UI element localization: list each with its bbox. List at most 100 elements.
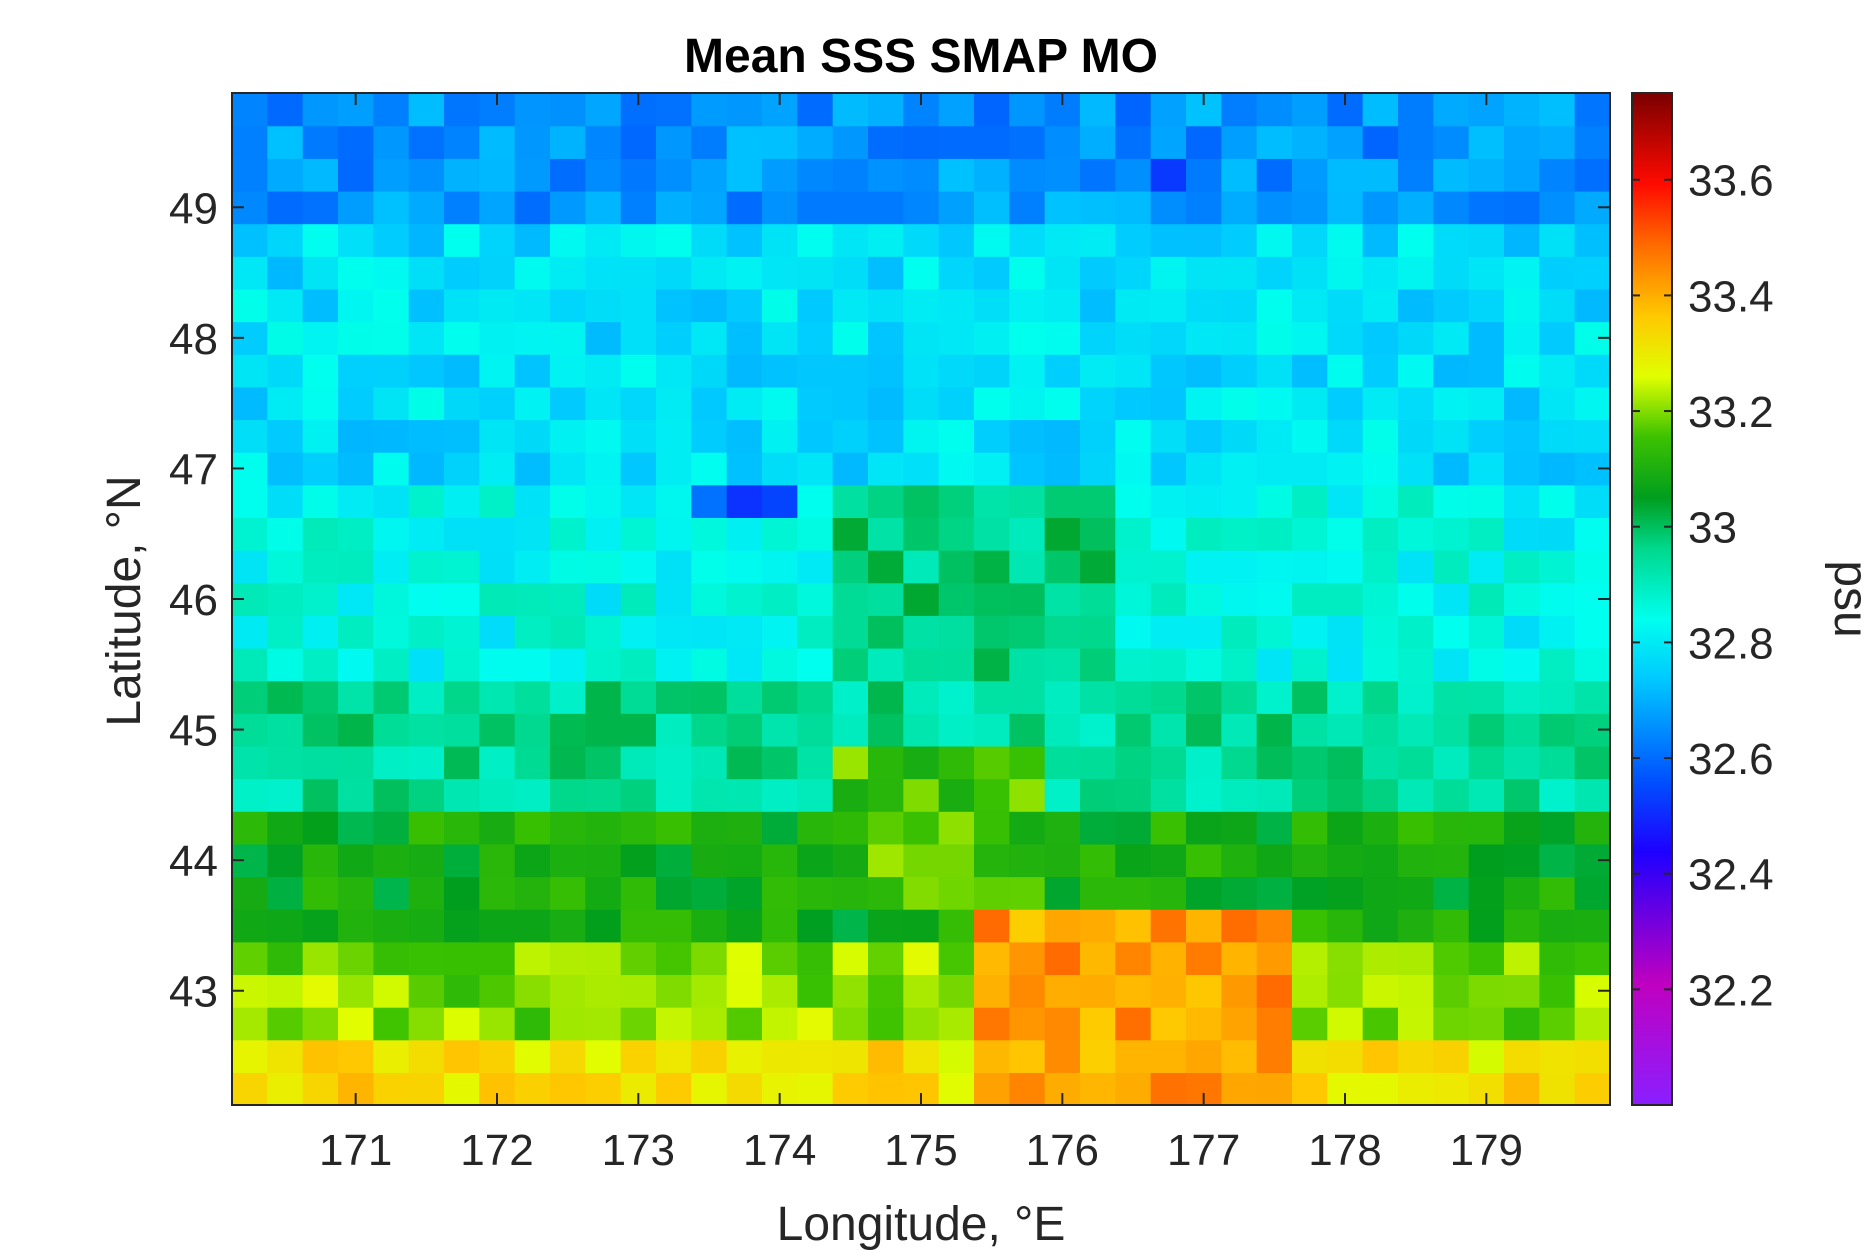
heatmap-cell [1539,484,1576,518]
heatmap-cell [1150,582,1187,616]
heatmap-cell [1574,680,1611,714]
heatmap-cell [1186,909,1222,943]
heatmap-cell [1504,1072,1540,1106]
heatmap-cell [1292,647,1328,682]
heatmap-cell [302,974,339,1008]
heatmap-cell [232,745,268,780]
heatmap-cell [1115,354,1152,388]
heatmap-cell [514,909,551,943]
heatmap-cell [1398,680,1434,714]
heatmap-cell [1115,288,1152,323]
heatmap-cell [514,190,551,225]
heatmap-cell [479,452,516,486]
heatmap-cell [1080,517,1116,551]
heatmap-cell [1574,647,1611,682]
heatmap-cell [832,354,869,388]
heatmap-cell [1256,1039,1293,1073]
heatmap-cell [479,843,516,878]
heatmap-cell [338,190,374,225]
heatmap-cell [267,680,304,714]
heatmap-cell [938,582,975,616]
heatmap-cell [1539,713,1576,747]
heatmap-cell [938,713,975,747]
heatmap-cell [1539,778,1576,812]
heatmap-cell [1292,745,1328,780]
heatmap-cell [762,256,798,290]
heatmap-cell [1327,386,1364,421]
heatmap-cell [1150,288,1187,323]
heatmap-cell [762,354,798,388]
heatmap-cell [1221,713,1258,747]
heatmap-cell [1044,941,1081,976]
heatmap-cell [1115,484,1152,518]
heatmap-cell [656,452,692,486]
heatmap-cell [1221,550,1258,584]
heatmap-cell [691,223,728,257]
heatmap-cell [656,125,692,159]
heatmap-cell [408,1039,445,1073]
heatmap-cell [373,647,410,682]
heatmap-cell [1433,93,1470,127]
heatmap-cell [1504,550,1540,584]
heatmap-cell [1044,713,1081,747]
heatmap-cell [1362,190,1399,225]
heatmap-cell [903,1007,940,1041]
x-tick-label: 172 [460,1126,533,1175]
heatmap-cell [232,484,268,518]
heatmap-cell [1292,256,1328,290]
colorbar-label: psu [1824,560,1875,637]
heatmap-cell [1115,386,1152,421]
heatmap-cell [868,158,904,192]
heatmap-cell [868,745,904,780]
heatmap-cell [1009,909,1046,943]
heatmap-cell [1539,974,1576,1008]
heatmap-cell [797,1039,834,1073]
heatmap-cell [550,941,586,976]
heatmap-cell [1362,419,1399,453]
heatmap-cell [903,288,940,323]
heatmap-cell [938,811,975,845]
heatmap-cell [514,419,551,453]
heatmap-cell [1044,190,1081,225]
heatmap-cell [726,1072,763,1106]
heatmap-cell [514,1072,551,1106]
heatmap-cell [1292,1072,1328,1106]
heatmap-cell [585,615,622,649]
heatmap-cell [938,1007,975,1041]
heatmap-cell [1115,223,1152,257]
heatmap-cell [373,843,410,878]
heatmap-cell [832,517,869,551]
heatmap-cell [974,321,1010,355]
heatmap-cell [267,582,304,616]
heatmap-cell [1080,974,1116,1008]
heatmap-cell [726,1007,763,1041]
heatmap-cell [620,1039,657,1073]
heatmap-cell [408,354,445,388]
heatmap-cell [1574,778,1611,812]
heatmap-cell [373,941,410,976]
heatmap-cell [1468,223,1505,257]
heatmap-cell [232,909,268,943]
heatmap-cell [1115,876,1152,910]
heatmap-cell [267,745,304,780]
heatmap-cell [832,550,869,584]
heatmap-cell [691,647,728,682]
heatmap-cell [1327,974,1364,1008]
heatmap-cell [656,517,692,551]
heatmap-cell [444,419,480,453]
colorbar-ticks: 32.2 32.4 32.6 32.8 33 33.2 33.4 33.6 [1632,157,1774,1015]
heatmap-cell [408,386,445,421]
heatmap-cell [1044,256,1081,290]
heatmap-cell [797,843,834,878]
heatmap-cell [373,354,410,388]
heatmap-cell [832,419,869,453]
heatmap-cell [832,811,869,845]
heatmap-cell [762,125,798,159]
heatmap-cell [974,745,1010,780]
heatmap-cell [408,190,445,225]
heatmap-cell [620,745,657,780]
x-tick-label: 177 [1167,1126,1240,1175]
heatmap-cell [762,811,798,845]
heatmap-cell [1080,811,1116,845]
heatmap-cell [1044,158,1081,192]
